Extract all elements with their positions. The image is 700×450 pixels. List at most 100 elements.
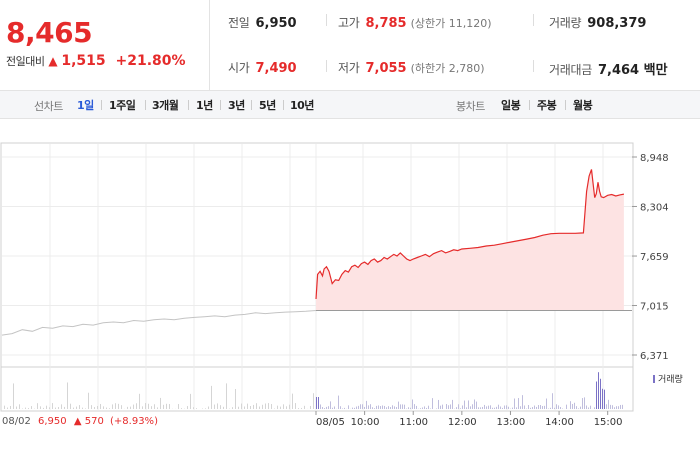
price-chart[interactable]: 8,948 8,304 7,659 7,015 6,371 08/05 10:00 11:0… xyxy=(0,119,700,450)
period-1d-tab[interactable]: 1일 xyxy=(77,99,94,112)
volume-bar xyxy=(488,405,489,409)
divider xyxy=(565,100,566,110)
volume-bar xyxy=(133,404,134,409)
volume-bar xyxy=(560,407,561,409)
volume-bar xyxy=(322,407,323,409)
volume-bar xyxy=(338,395,339,409)
volume-bar xyxy=(76,406,77,409)
volume-bar xyxy=(582,398,583,409)
volume-bar xyxy=(400,404,401,409)
candle-monthly-tab[interactable]: 월봉 xyxy=(573,99,593,112)
volume-bar xyxy=(148,403,149,409)
period-3m-tab[interactable]: 3개월 xyxy=(152,99,179,112)
volume-bar xyxy=(534,405,535,409)
volume-bar xyxy=(328,406,329,409)
divider xyxy=(529,100,530,110)
volume-bar xyxy=(37,403,38,409)
volume-bar xyxy=(332,407,333,409)
volume-bar xyxy=(342,408,343,409)
volume-bar xyxy=(542,406,543,409)
volume-bar xyxy=(139,393,140,409)
volume-bar xyxy=(214,404,215,409)
volume-bar xyxy=(456,407,457,409)
volume-bar xyxy=(112,404,113,409)
volume-bar xyxy=(241,403,242,409)
volume-bar xyxy=(268,403,269,409)
period-10y-tab[interactable]: 10년 xyxy=(290,99,314,112)
period-1y-tab[interactable]: 1년 xyxy=(196,99,213,112)
volume-bar xyxy=(570,401,571,409)
volume-bar xyxy=(576,406,577,409)
volume-bar xyxy=(614,407,615,409)
volume-legend-label: 거래량 xyxy=(658,373,683,385)
volume-bar xyxy=(145,403,146,409)
prev-day-close: 6,950 xyxy=(38,416,67,427)
volume-bar xyxy=(520,406,521,409)
volume-legend-swatch xyxy=(653,375,655,383)
divider xyxy=(326,60,327,72)
volume-bar xyxy=(208,406,209,409)
volume-bar xyxy=(118,403,119,409)
volume-bar xyxy=(438,399,439,409)
volume-bar xyxy=(538,405,539,409)
volume-bar xyxy=(286,406,287,409)
volume-bar xyxy=(73,407,74,409)
volume-bar xyxy=(580,406,581,409)
volume-bar xyxy=(326,406,327,409)
volume-bar xyxy=(181,408,182,409)
volume-bar xyxy=(235,388,236,409)
volume-bar xyxy=(58,407,59,409)
volume-bar xyxy=(348,405,349,409)
volume-bar xyxy=(522,395,523,409)
volume-bar xyxy=(295,403,296,409)
volume-bar xyxy=(514,398,515,409)
volume-bar xyxy=(298,408,299,409)
volume-bar xyxy=(446,404,447,409)
volume-bar xyxy=(232,407,233,409)
volume-bar xyxy=(468,400,469,409)
today-area-fill xyxy=(316,169,624,311)
prev-day-date: 08/02 xyxy=(2,416,31,427)
volume-bar xyxy=(374,408,375,409)
candle-weekly-tab[interactable]: 주봉 xyxy=(537,99,557,112)
period-5y-tab[interactable]: 5년 xyxy=(259,99,276,112)
x-tick-label: 13:00 xyxy=(496,417,525,428)
volume-bar xyxy=(588,407,589,409)
prev-day-change-pct: (+8.93%) xyxy=(110,416,158,427)
volume-bar xyxy=(259,406,260,409)
volume-bar xyxy=(390,407,391,409)
volume-bar xyxy=(432,398,433,409)
period-1w-tab[interactable]: 1주일 xyxy=(109,99,136,112)
volume-bar xyxy=(151,406,152,409)
chart-toolbar: 선차트 1일 1주일 3개월 1년 3년 5년 10년 봉차트 일봉 주봉 월봉 xyxy=(0,91,700,119)
x-tick-label: 14:00 xyxy=(545,417,574,428)
volume-bar xyxy=(166,403,167,409)
volume-bar xyxy=(384,405,385,409)
volume-bar xyxy=(386,407,387,409)
volume-bar xyxy=(356,406,357,409)
candle-daily-tab[interactable]: 일봉 xyxy=(501,99,521,112)
volume-bar xyxy=(344,407,345,409)
volume-bar xyxy=(13,383,14,409)
volume-bar xyxy=(127,406,128,409)
volume-bar xyxy=(19,404,20,409)
change-value: 1,515 xyxy=(61,53,106,69)
volume-bar xyxy=(366,400,367,409)
volume-bar xyxy=(598,372,599,409)
stat-high: 고가 8,785 (상한가 11,120) xyxy=(338,16,492,31)
volume-bar xyxy=(360,404,361,409)
period-3y-tab[interactable]: 3년 xyxy=(228,99,245,112)
volume-bar xyxy=(304,405,305,409)
change-row: 전일대비 ▲ 1,515 +21.80% xyxy=(6,53,186,69)
volume-bar xyxy=(422,407,423,409)
volume-bar xyxy=(450,404,451,409)
volume-bar xyxy=(428,405,429,409)
volume-bar xyxy=(211,385,212,409)
volume-bar xyxy=(578,408,579,409)
volume-bar xyxy=(618,406,619,409)
volume-bar xyxy=(600,378,601,409)
volume-bar xyxy=(205,408,206,409)
volume-bar xyxy=(532,407,533,409)
volume-bar xyxy=(238,406,239,409)
volume-bar xyxy=(554,407,555,409)
